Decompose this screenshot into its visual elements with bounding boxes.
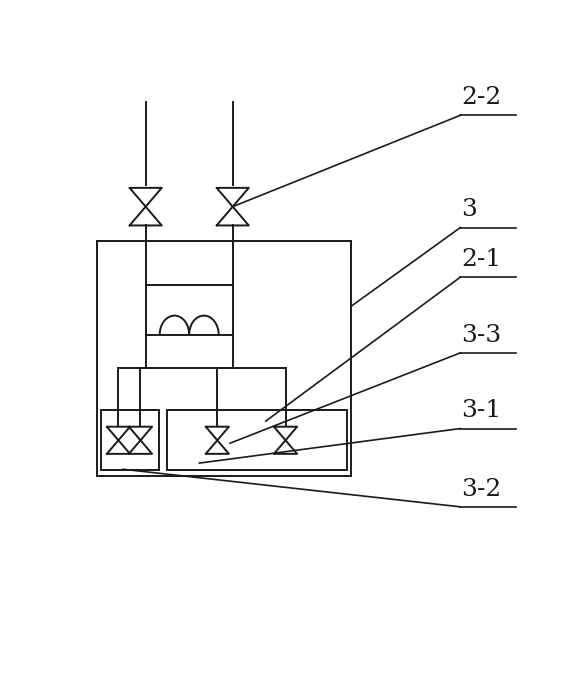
Text: 2-2: 2-2 [461,86,502,109]
Bar [101,410,159,471]
Text: 3-3: 3-3 [461,323,502,346]
Bar [167,410,347,471]
Text: 3-1: 3-1 [461,399,501,422]
Bar [97,241,351,475]
Text: 2-1: 2-1 [461,248,501,271]
Text: 3-2: 3-2 [461,477,502,500]
Text: 3: 3 [461,198,477,221]
